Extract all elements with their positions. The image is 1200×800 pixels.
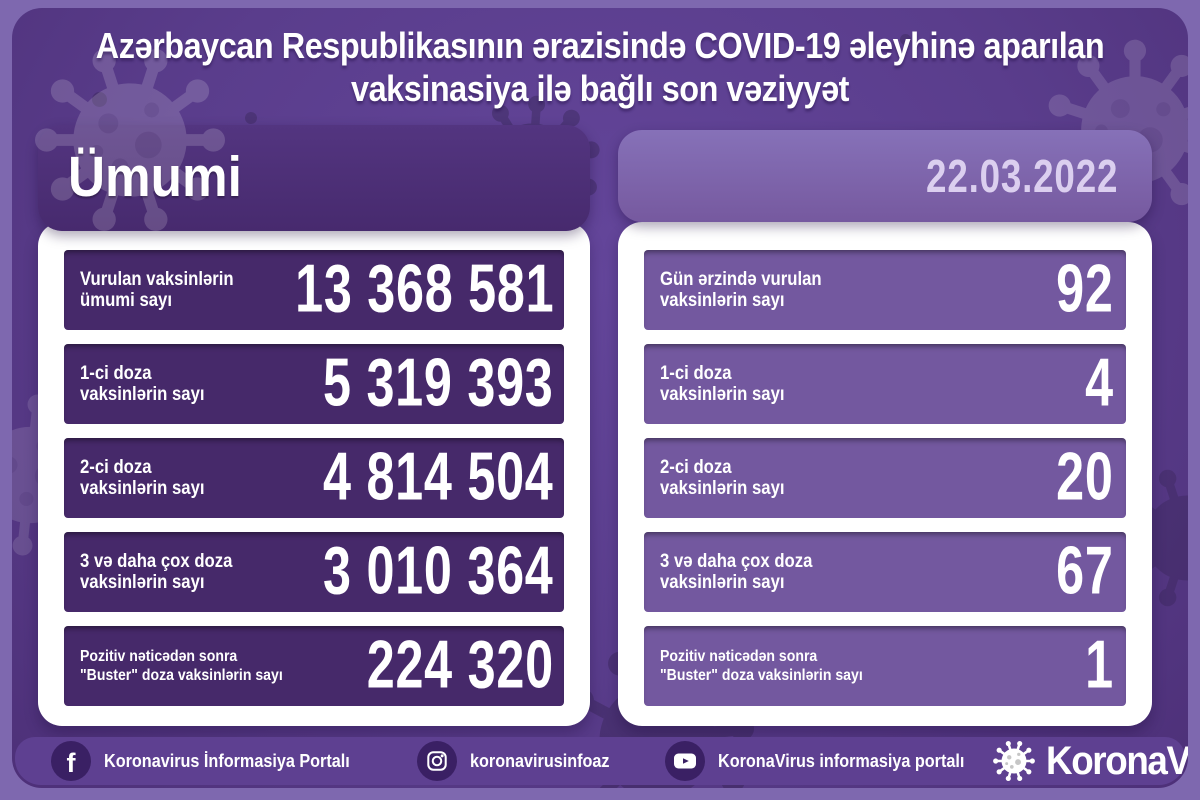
footer-bar: f Koronavirus İnformasiya Portalı korona… — [15, 737, 1188, 785]
stat-row-daily-dose1: 1-ci doza vaksinlərin sayı 4 — [644, 344, 1126, 424]
stat-label: 3 və daha çox doza vaksinlərin sayı — [80, 550, 233, 594]
stat-value: 1 — [1085, 626, 1114, 703]
page-title: Azərbaycan Respublikasının ərazisində CO… — [71, 24, 1129, 110]
stat-value: 224 320 — [366, 626, 554, 703]
stat-value: 92 — [1056, 250, 1114, 327]
stat-label: 2-ci doza vaksinlərin sayı — [80, 456, 205, 500]
facebook-link[interactable]: f Koronavirus İnformasiya Portalı — [51, 741, 377, 781]
stat-row-booster: Pozitiv nəticədən sonra "Buster" doza va… — [64, 626, 564, 706]
instagram-link[interactable]: koronavirusinfoaz — [417, 741, 625, 781]
stat-value: 67 — [1056, 532, 1114, 609]
youtube-icon — [665, 741, 706, 781]
stat-label: Pozitiv nəticədən sonra "Buster" doza va… — [660, 648, 863, 684]
brand-logo: KoronaVirus info — [992, 739, 1188, 784]
stat-row-total: Vurulan vaksinlərin ümumi sayı 13 368 58… — [64, 250, 564, 330]
stat-label: Gün ərzində vurulan vaksinlərin sayı — [660, 268, 822, 312]
stat-row-daily-dose3plus: 3 və daha çox doza vaksinlərin sayı 67 — [644, 532, 1126, 612]
report-date: 22.03.2022 — [925, 150, 1118, 202]
stat-row-daily-dose2: 2-ci doza vaksinlərin sayı 20 — [644, 438, 1126, 518]
facebook-handle: Koronavirus İnformasiya Portalı — [104, 750, 350, 771]
stat-row-dose2: 2-ci doza vaksinlərin sayı 4 814 504 — [64, 438, 564, 518]
instagram-handle: koronavirusinfoaz — [470, 750, 610, 771]
dot-decoration — [245, 112, 257, 124]
right-stats-panel: Gün ərzində vurulan vaksinlərin sayı 92 … — [618, 222, 1152, 726]
left-panel-title: Ümumi — [68, 145, 242, 209]
stat-row-dose3plus: 3 və daha çox doza vaksinlərin sayı 3 01… — [64, 532, 564, 612]
page-title-line1: Azərbaycan Respublikasının ərazisində CO… — [95, 25, 1105, 66]
stat-label: Pozitiv nəticədən sonra "Buster" doza va… — [80, 648, 283, 684]
stat-row-dose1: 1-ci doza vaksinlərin sayı 5 319 393 — [64, 344, 564, 424]
brand-name: KoronaVirus — [1045, 738, 1188, 783]
right-panel-header: 22.03.2022 — [618, 130, 1152, 222]
page-title-line2: vaksinasiya ilə bağlı son vəziyyət — [351, 68, 849, 109]
left-stats-panel: Vurulan vaksinlərin ümumi sayı 13 368 58… — [38, 222, 590, 726]
instagram-icon — [417, 741, 458, 781]
stat-value: 3 010 364 — [323, 532, 554, 609]
stat-row-daily-total: Gün ərzində vurulan vaksinlərin sayı 92 — [644, 250, 1126, 330]
stat-label: Vurulan vaksinlərin ümumi sayı — [80, 268, 234, 312]
stat-label: 3 və daha çox doza vaksinlərin sayı — [660, 550, 813, 594]
stat-label: 1-ci doza vaksinlərin sayı — [80, 362, 205, 406]
main-canvas: Azərbaycan Respublikasının ərazisində CO… — [12, 8, 1188, 788]
stat-value: 5 319 393 — [323, 344, 554, 421]
stat-value: 4 — [1085, 344, 1114, 421]
facebook-icon: f — [51, 741, 91, 781]
virus-logo-icon — [992, 739, 1036, 783]
stat-value: 20 — [1056, 438, 1114, 515]
stat-row-daily-booster: Pozitiv nəticədən sonra "Buster" doza va… — [644, 626, 1126, 706]
stat-label: 2-ci doza vaksinlərin sayı — [660, 456, 785, 500]
left-panel-header: Ümumi — [38, 125, 590, 231]
stat-value: 4 814 504 — [323, 438, 554, 515]
youtube-handle: KoronaVirus informasiya portalı — [718, 750, 965, 771]
youtube-link[interactable]: KoronaVirus informasiya portalı — [665, 741, 992, 781]
stat-label: 1-ci doza vaksinlərin sayı — [660, 362, 785, 406]
stat-value: 13 368 581 — [294, 250, 554, 327]
